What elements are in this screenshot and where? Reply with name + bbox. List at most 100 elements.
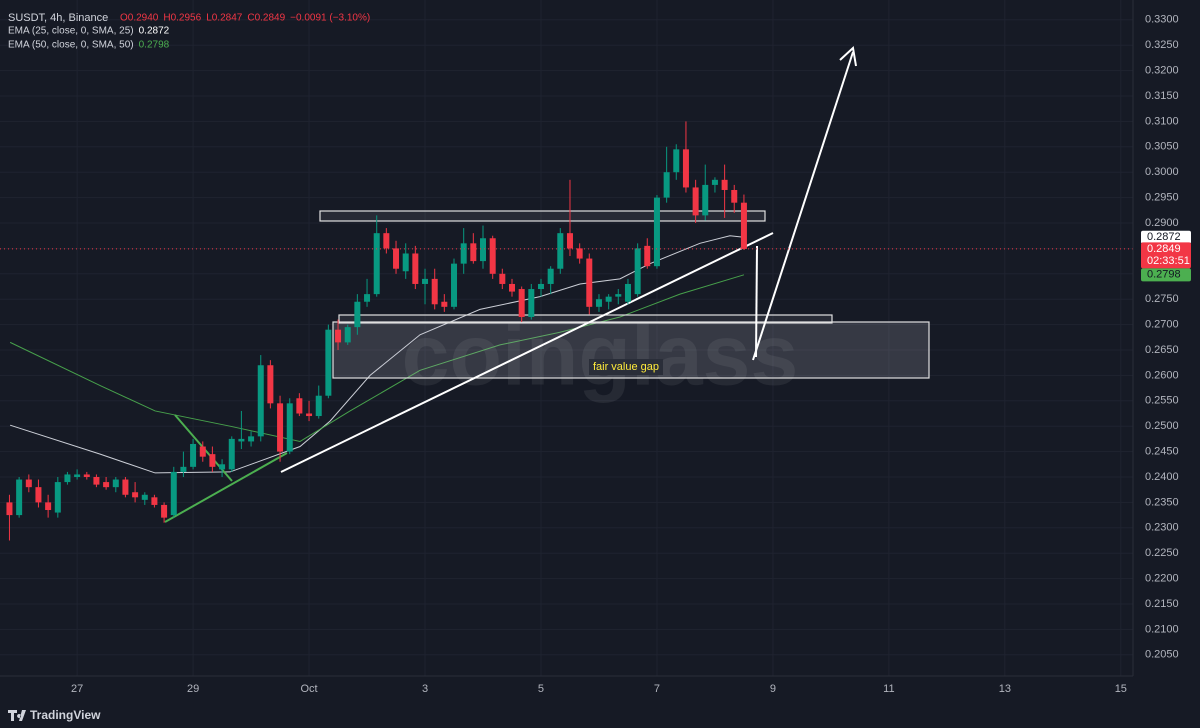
y-tick-label: 0.2700	[1145, 319, 1179, 331]
candle-body	[711, 179, 718, 185]
candle-body	[45, 502, 52, 511]
candle-body	[35, 487, 42, 503]
y-tick-label: 0.3300	[1145, 14, 1179, 26]
x-tick-label: 27	[71, 683, 83, 695]
candle-body	[576, 248, 583, 259]
grid	[0, 0, 1133, 676]
candle-body	[315, 395, 322, 417]
legend-entry: EMA (50, close, 0, SMA, 50)	[8, 40, 134, 51]
resistance-box	[319, 210, 766, 222]
candle-body	[422, 278, 429, 284]
drawings	[164, 46, 930, 523]
candle-body	[306, 413, 313, 417]
candle-body	[25, 479, 32, 488]
candle-body	[277, 403, 284, 452]
candle-body	[663, 172, 670, 198]
y-tick-label: 0.2150	[1145, 598, 1179, 610]
candles	[0, 121, 1133, 541]
y-tick-label: 0.3100	[1145, 115, 1179, 127]
candle-body	[634, 248, 641, 295]
price-marker-label: 0.2798	[1147, 269, 1181, 281]
candle-body	[335, 329, 342, 343]
candle-body	[373, 233, 380, 295]
watermark: coinglass	[402, 308, 799, 404]
candle-body	[528, 289, 535, 317]
y-tick-label: 0.2400	[1145, 471, 1179, 483]
y-tick-label: 0.2600	[1145, 369, 1179, 381]
candle-body	[141, 494, 148, 500]
y-tick-label: 0.2300	[1145, 522, 1179, 534]
x-tick-label: Oct	[300, 683, 317, 695]
y-tick-label: 0.2250	[1145, 547, 1179, 559]
candle-body	[470, 243, 477, 262]
ohlc-label: C0.2849	[247, 13, 285, 24]
candle-body	[228, 438, 235, 470]
candle-body	[480, 238, 487, 262]
candle-body	[692, 187, 699, 216]
brand: TradingView	[30, 708, 101, 722]
x-tick-label: 9	[770, 683, 776, 695]
support-box	[338, 314, 833, 324]
ema-line	[9, 274, 745, 442]
candle-body	[412, 253, 419, 284]
change-label: −0.0091 (−3.10%)	[290, 13, 370, 24]
arrow-down	[755, 245, 758, 358]
y-tick-label: 0.3000	[1145, 166, 1179, 178]
annotation-box	[589, 359, 663, 375]
candle-body	[518, 289, 525, 317]
candle-body	[721, 179, 728, 190]
candle-body	[112, 479, 119, 488]
x-tick-label: 29	[187, 683, 199, 695]
y-tick-label: 0.2350	[1145, 496, 1179, 508]
candle-body	[93, 476, 100, 485]
candle-body	[441, 301, 448, 307]
ohlc-label: O0.2940	[120, 13, 159, 24]
candle-body	[64, 474, 71, 483]
axes: 0.3300 0.3250 0.3200 0.3150 0.3100 0.3050 0.30…	[0, 0, 1191, 695]
candle-body	[16, 479, 23, 516]
candle-body	[344, 327, 351, 343]
candle-body	[325, 329, 332, 396]
ohlc-label: H0.2956	[163, 13, 201, 24]
candle-body	[595, 299, 602, 307]
x-tick-label: 3	[422, 683, 428, 695]
brand-icon	[8, 710, 26, 721]
brand-logo	[8, 710, 26, 721]
candle-body	[653, 197, 660, 267]
candle-body	[383, 233, 390, 249]
x-tick-label: 15	[1115, 683, 1127, 695]
candle-body	[238, 438, 245, 442]
candle-body	[122, 479, 129, 495]
candle-body	[460, 243, 467, 264]
candle-body	[354, 301, 361, 328]
x-tick-label: 11	[883, 683, 894, 695]
candle-body	[547, 268, 554, 284]
candle-body	[673, 149, 680, 173]
y-tick-label: 0.2950	[1145, 192, 1179, 204]
candle-body	[566, 233, 573, 249]
candle-body	[451, 263, 458, 307]
candle-body	[151, 497, 158, 505]
y-tick-label: 0.3050	[1145, 141, 1179, 153]
y-tick-label: 0.2900	[1145, 217, 1179, 229]
x-tick-label: 7	[654, 683, 660, 695]
candle-body	[190, 443, 197, 467]
candle-body	[605, 296, 612, 302]
trend-line	[280, 232, 774, 473]
x-tick-label: 13	[999, 683, 1011, 695]
legend-entry: EMA (25, close, 0, SMA, 25)	[8, 26, 134, 37]
y-tick-label: 0.2100	[1145, 623, 1179, 635]
legend-value: 0.2798	[139, 40, 170, 51]
candle-body	[103, 482, 110, 488]
candle-body	[83, 474, 90, 477]
candle-body	[682, 149, 689, 188]
candle-body	[586, 258, 593, 307]
annotation: fair value gap	[593, 361, 659, 373]
candle-body	[393, 248, 400, 269]
candle-body	[74, 474, 81, 477]
price-marker	[1141, 268, 1191, 282]
y-tick-label: 0.2050	[1145, 649, 1179, 661]
candle-body	[219, 464, 226, 470]
y-tick-label: 0.2450	[1145, 446, 1179, 458]
